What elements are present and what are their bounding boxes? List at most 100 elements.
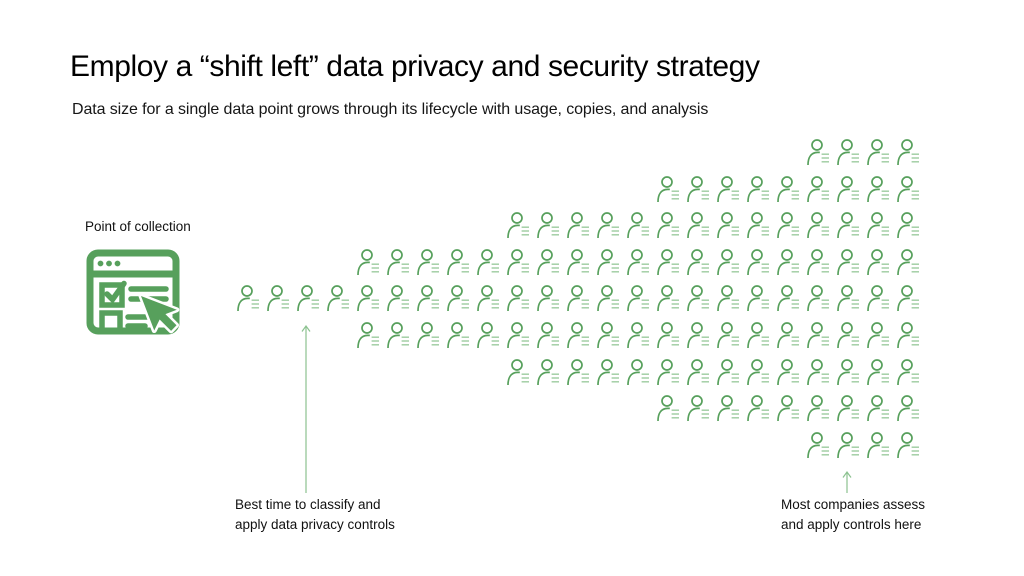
checkbox-checked <box>99 282 125 308</box>
person-icon <box>266 284 290 312</box>
person-icon <box>806 431 830 459</box>
person-icon <box>806 211 830 239</box>
cursor-icon <box>138 293 180 334</box>
person-icon <box>716 394 740 422</box>
person-icon <box>566 358 590 386</box>
person-icon <box>356 321 380 349</box>
person-icon <box>626 248 650 276</box>
person-icon <box>716 248 740 276</box>
person-icon <box>296 284 320 312</box>
person-icon <box>236 284 260 312</box>
person-icon <box>446 248 470 276</box>
person-icon <box>446 284 470 312</box>
annotation-left-line1: Best time to classify and <box>235 497 381 512</box>
person-icon <box>506 211 530 239</box>
person-icon <box>896 394 920 422</box>
person-icon <box>896 138 920 166</box>
person-icon <box>836 138 860 166</box>
person-icon <box>536 358 560 386</box>
person-icon <box>746 248 770 276</box>
person-icon <box>686 321 710 349</box>
person-icon <box>836 175 860 203</box>
person-icon <box>716 284 740 312</box>
person-icon <box>656 248 680 276</box>
annotation-right: Most companies assess and apply controls… <box>781 495 925 535</box>
person-icon <box>806 358 830 386</box>
person-icon <box>596 358 620 386</box>
person-icon <box>476 284 500 312</box>
person-icon <box>806 138 830 166</box>
annotation-arrow-left <box>301 324 311 493</box>
person-icon <box>746 175 770 203</box>
person-icon <box>716 321 740 349</box>
point-of-collection-label: Point of collection <box>85 219 191 234</box>
person-icon <box>626 321 650 349</box>
person-icon <box>566 211 590 239</box>
person-icon <box>596 248 620 276</box>
browser-form-icon <box>86 249 180 335</box>
person-icon <box>356 248 380 276</box>
person-icon <box>776 321 800 349</box>
person-icon <box>776 284 800 312</box>
person-icon <box>866 138 890 166</box>
annotation-arrow-right <box>842 470 852 493</box>
person-icon <box>596 284 620 312</box>
person-icon <box>806 321 830 349</box>
annotation-right-line1: Most companies assess <box>781 497 926 512</box>
person-icon <box>836 211 860 239</box>
person-icon <box>746 284 770 312</box>
annotation-left-line2: apply data privacy controls <box>235 517 395 532</box>
person-icon <box>446 321 470 349</box>
person-icon <box>656 358 680 386</box>
person-icon <box>746 394 770 422</box>
person-icon <box>866 394 890 422</box>
window-dot <box>106 260 112 267</box>
person-icon <box>746 358 770 386</box>
annotation-right-line2: and apply controls here <box>781 517 922 532</box>
window-dot <box>114 260 121 267</box>
person-icon <box>386 321 410 349</box>
person-icon <box>416 321 440 349</box>
person-icon <box>776 175 800 203</box>
person-icon <box>746 321 770 349</box>
person-icon <box>656 284 680 312</box>
person-icon <box>746 211 770 239</box>
person-icon <box>656 211 680 239</box>
person-icon <box>506 321 530 349</box>
person-icon <box>896 358 920 386</box>
person-icon <box>656 394 680 422</box>
person-icon <box>866 431 890 459</box>
person-icon <box>566 248 590 276</box>
person-icon <box>386 284 410 312</box>
person-icon <box>686 284 710 312</box>
person-icon <box>836 358 860 386</box>
person-icon <box>836 248 860 276</box>
subtitle: Data size for a single data point grows … <box>72 101 709 118</box>
check-mark-icon <box>104 280 127 304</box>
checkbox-empty <box>99 310 123 334</box>
person-icon <box>536 248 560 276</box>
person-icon <box>806 284 830 312</box>
person-icon <box>836 321 860 349</box>
person-icon <box>776 211 800 239</box>
person-icon <box>326 284 350 312</box>
person-icon <box>836 284 860 312</box>
person-icon <box>896 284 920 312</box>
person-icon <box>536 284 560 312</box>
person-icon <box>566 284 590 312</box>
person-icon <box>806 248 830 276</box>
person-icon <box>596 321 620 349</box>
person-icon <box>866 358 890 386</box>
person-icon <box>836 394 860 422</box>
person-icon <box>506 248 530 276</box>
person-icon <box>506 358 530 386</box>
window-dot <box>97 260 104 267</box>
person-icon <box>626 358 650 386</box>
person-icon <box>626 284 650 312</box>
person-icon <box>686 175 710 203</box>
person-icon <box>896 431 920 459</box>
annotation-left: Best time to classify and apply data pri… <box>235 495 395 535</box>
person-icon <box>566 321 590 349</box>
person-icon <box>776 394 800 422</box>
